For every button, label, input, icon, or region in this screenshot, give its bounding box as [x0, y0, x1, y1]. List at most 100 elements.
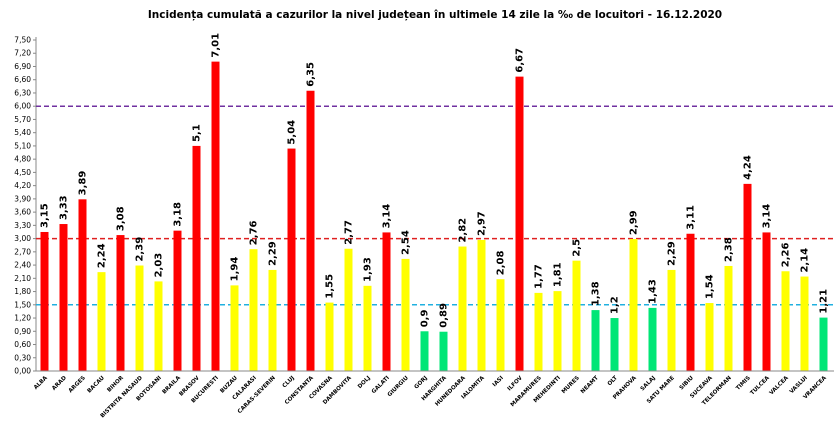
data-label: 2,39 [135, 237, 146, 262]
bar [667, 269, 676, 371]
bar [781, 271, 790, 371]
y-tick-label: 2,10 [14, 274, 31, 283]
data-label: 0,89 [439, 303, 450, 328]
bar [534, 292, 543, 371]
data-label: 6,67 [515, 48, 526, 73]
data-label: 3,08 [116, 206, 127, 231]
y-tick-label: 1,50 [14, 300, 31, 309]
y-tick-label: 5,10 [14, 141, 31, 150]
bar [553, 291, 562, 371]
bar [116, 235, 125, 371]
y-tick-label: 7,20 [14, 49, 31, 58]
bar [648, 307, 657, 371]
data-label: 1,38 [591, 281, 602, 306]
y-tick-label: 1,20 [14, 314, 31, 323]
data-label: 3,89 [78, 171, 89, 196]
y-tick-label: 5,40 [14, 128, 31, 137]
bar [154, 281, 163, 371]
bar [610, 318, 619, 371]
x-tick-label: SALAJ [640, 375, 657, 392]
data-label: 1,55 [325, 274, 336, 299]
data-label: 1,94 [230, 257, 241, 282]
bar [78, 199, 87, 371]
bar [40, 231, 49, 371]
data-label: 2,77 [344, 220, 355, 245]
data-label: 2,5 [572, 239, 583, 257]
data-label: 1,2 [610, 296, 621, 314]
y-tick-label: 3,00 [14, 234, 31, 243]
data-label: 7,01 [211, 33, 222, 58]
y-tick-label: 4,80 [14, 155, 31, 164]
bar [439, 331, 448, 371]
data-label: 2,08 [496, 250, 507, 275]
bar [686, 233, 695, 371]
y-tick-label: 1,80 [14, 287, 31, 296]
data-label: 2,14 [800, 248, 811, 273]
y-tick-label: 6,90 [14, 62, 31, 71]
bars: 3,15 3,33 3,89 2,24 3,08 2,39 2,03 3,18 5,1 7,01 1… [40, 33, 830, 372]
x-tick-label: ALBA [33, 375, 49, 391]
x-tick-label: MURES [561, 375, 581, 395]
bar [762, 232, 771, 371]
bar [249, 249, 258, 371]
data-label: 6,35 [306, 62, 317, 87]
bar [287, 148, 296, 371]
y-tick-label: 0,60 [14, 340, 31, 349]
x-tick-label: CARAS-SEVERIN [237, 375, 277, 415]
data-label: 3,33 [59, 195, 70, 220]
chart-title: Incidența cumulată a cazurilor la nivel … [148, 9, 722, 21]
data-label: 5,04 [287, 120, 298, 145]
bar [382, 232, 391, 371]
data-label: 2,38 [724, 237, 735, 262]
y-tick-label: 6,30 [14, 88, 31, 97]
data-label: 3,14 [762, 204, 773, 229]
y-tick-label: 3,90 [14, 194, 31, 203]
bar [496, 279, 505, 371]
x-tick-label: GIURGIU [387, 375, 410, 398]
bar [591, 310, 600, 371]
data-label: 1,21 [819, 289, 830, 314]
bar [173, 230, 182, 371]
bar [458, 246, 467, 371]
x-tick-label: SIBIU [679, 375, 696, 392]
y-tick-label: 2,40 [14, 261, 31, 270]
x-tick-label: ARGES [68, 375, 87, 394]
bar [59, 224, 68, 371]
data-label: 3,11 [686, 205, 697, 230]
bar [325, 302, 334, 371]
data-label: 2,97 [477, 211, 488, 236]
data-label: 2,03 [154, 253, 165, 278]
y-tick-label: 2,70 [14, 247, 31, 256]
data-label: 2,76 [249, 220, 260, 245]
threshold-lines [36, 105, 834, 306]
y-tick-label: 0,00 [14, 367, 31, 376]
data-label: 4,24 [743, 155, 754, 180]
bar [705, 303, 714, 371]
x-tick-label: ARAD [51, 375, 68, 392]
data-label: 2,24 [97, 243, 108, 268]
x-tick-label: GORJ [414, 375, 429, 390]
bar [344, 248, 353, 371]
data-label: 2,54 [401, 230, 412, 255]
bar [306, 90, 315, 372]
x-tick-label: CLUJ [282, 375, 296, 389]
data-label: 1,81 [553, 262, 564, 287]
x-tick-label: BACAU [87, 375, 107, 395]
data-label: 3,15 [40, 203, 51, 228]
data-label: 2,29 [268, 241, 279, 266]
data-label: 1,77 [534, 264, 545, 289]
x-tick-label: ILFOV [507, 375, 525, 393]
data-label: 3,14 [382, 204, 393, 229]
bar [743, 183, 752, 371]
data-label: 2,99 [629, 210, 640, 235]
data-label: 0,9 [420, 310, 431, 328]
bar [477, 239, 486, 371]
y-tick-label: 5,70 [14, 115, 31, 124]
x-tick-label: NEAMT [580, 375, 600, 395]
x-tick-label: DOLJ [357, 375, 372, 390]
bar [819, 317, 828, 371]
x-tick-label: BIHOR [106, 375, 125, 394]
bar [230, 285, 239, 371]
